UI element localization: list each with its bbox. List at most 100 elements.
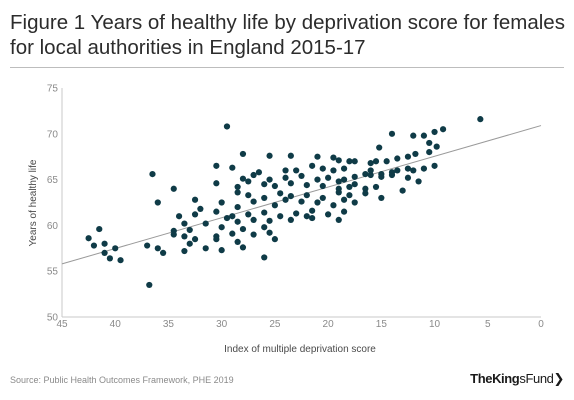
data-point (309, 162, 316, 169)
data-point (266, 217, 273, 224)
data-point (117, 257, 124, 264)
data-point (319, 182, 326, 190)
data-point (335, 189, 342, 196)
y-tick-label: 55 (47, 267, 59, 278)
data-point (420, 132, 428, 139)
x-tick-label: 10 (429, 319, 441, 330)
data-point (186, 240, 193, 247)
data-point (271, 202, 278, 209)
data-point (282, 167, 289, 174)
y-tick-label: 50 (47, 313, 59, 324)
data-point (271, 182, 278, 190)
data-point (282, 174, 289, 181)
source-note: Source: Public Health Outcomes Framework… (10, 375, 234, 385)
logo-text-rest: sFund (519, 371, 554, 386)
data-point (282, 196, 289, 203)
data-point (261, 209, 268, 216)
data-point (245, 192, 252, 199)
kings-fund-logo[interactable]: TheKingsFund❯ (470, 371, 564, 387)
data-point (112, 245, 119, 252)
data-point (319, 165, 326, 172)
data-point (234, 189, 241, 196)
data-point (412, 150, 419, 158)
data-point (223, 214, 231, 222)
data-point (340, 176, 348, 183)
data-point (303, 192, 310, 199)
data-point (90, 242, 98, 249)
data-point (85, 235, 92, 242)
data-point (335, 157, 342, 164)
x-tick-label: 30 (216, 319, 228, 330)
data-point (415, 178, 422, 185)
data-point (330, 154, 337, 161)
data-point (378, 173, 385, 180)
data-point (477, 116, 484, 123)
data-point (175, 213, 183, 220)
data-point (346, 192, 353, 199)
data-point (293, 210, 300, 217)
data-point (330, 167, 337, 174)
data-point (197, 205, 204, 213)
data-point (394, 167, 401, 174)
y-tick-label: 75 (47, 84, 59, 95)
data-point (399, 187, 406, 194)
y-axis-label: Years of healthy life (28, 159, 39, 246)
data-point (202, 245, 209, 252)
data-point (154, 245, 161, 252)
data-point (213, 180, 220, 187)
data-points (85, 116, 484, 289)
data-point (149, 171, 156, 178)
data-point (362, 171, 369, 178)
data-point (234, 238, 241, 245)
data-point (229, 213, 236, 220)
data-point (404, 153, 412, 160)
data-point (106, 255, 113, 262)
data-point (170, 185, 177, 192)
data-point (367, 171, 374, 179)
data-point (213, 162, 220, 169)
data-point (314, 199, 321, 206)
data-point (250, 198, 257, 205)
data-point (261, 181, 268, 188)
data-point (234, 218, 241, 225)
data-point (181, 247, 188, 255)
data-point (101, 240, 108, 247)
data-point (229, 230, 236, 237)
data-point (335, 178, 342, 185)
data-point (234, 183, 241, 191)
data-point (101, 249, 108, 256)
data-point (298, 198, 305, 205)
data-point (303, 213, 310, 220)
data-point (218, 224, 225, 231)
logo-chevron-icon: ❯ (553, 371, 565, 386)
data-point (298, 172, 305, 180)
data-point (439, 126, 447, 133)
data-point (325, 211, 332, 218)
x-tick-label: 0 (538, 319, 544, 330)
data-point (261, 254, 268, 261)
data-point (239, 225, 247, 233)
data-point (367, 167, 374, 174)
title-divider (10, 67, 564, 68)
data-point (170, 231, 177, 238)
data-point (191, 196, 199, 203)
data-point (410, 167, 417, 174)
x-tick-label: 5 (485, 319, 491, 330)
data-point (250, 171, 257, 179)
data-point (154, 199, 161, 206)
data-point (223, 123, 231, 130)
data-point (426, 149, 433, 156)
data-point (314, 176, 321, 183)
data-point (181, 233, 188, 240)
chart-title: Figure 1 Years of healthy life by depriv… (10, 11, 565, 59)
data-point (426, 139, 433, 147)
data-point (266, 176, 273, 183)
data-point (213, 236, 220, 243)
data-point (239, 175, 247, 182)
data-point (218, 199, 225, 206)
x-axis-label: Index of multiple deprivation score (224, 344, 376, 355)
data-point (330, 202, 337, 209)
data-point (250, 231, 257, 238)
logo-text-main: TheKing (470, 371, 520, 386)
data-point (367, 160, 374, 167)
